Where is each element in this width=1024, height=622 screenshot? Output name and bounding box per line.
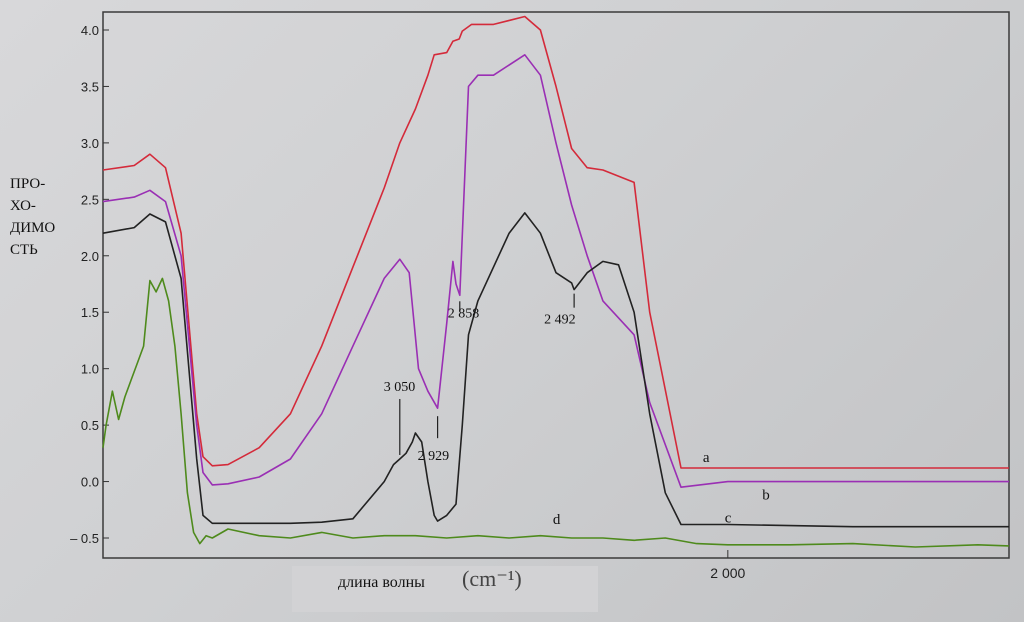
series-line-c — [102, 212, 1009, 528]
series-label-b: b — [762, 488, 770, 504]
y-axis-label-line-1: ПРО- — [10, 176, 46, 192]
y-tick-label: 1.0 — [81, 362, 99, 377]
annotation-label: 2 858 — [448, 306, 480, 321]
y-tick-label: 0.0 — [81, 475, 99, 490]
series-line-a — [102, 15, 1009, 469]
series-group — [102, 15, 1010, 548]
y-axis-label-line-2: ХО- — [10, 198, 36, 214]
y-tick-label: – 0.5 — [70, 531, 99, 546]
x-axis-unit: (cm⁻¹) — [462, 566, 522, 591]
series-line-d — [102, 277, 1010, 548]
series-label-a: a — [703, 450, 710, 466]
x-axis: 2 000 — [710, 550, 746, 581]
series-line-b — [102, 54, 1009, 488]
annotation-group: 3 050 2 929 2 858 2 492 — [384, 293, 576, 464]
series-label-c: c — [725, 511, 732, 527]
y-axis-label-line-3: ДИМО — [10, 220, 56, 236]
y-tick-label: 4.0 — [81, 23, 99, 38]
series-label-group: a b c d — [553, 450, 770, 528]
plot-frame — [102, 11, 1010, 559]
x-tick-label: 2 000 — [710, 565, 745, 581]
annotation-label: 2 492 — [544, 313, 576, 328]
y-tick-label: 2.0 — [81, 249, 99, 264]
annotation-label: 2 929 — [418, 449, 450, 464]
y-axis-label-line-4: СТЬ — [10, 242, 38, 258]
x-axis-label: длина волны — [338, 574, 425, 591]
y-axis: 4.0 3.5 3.0 2.5 2.0 1.5 1.0 0.5 0.0 – 0.5 — [70, 23, 109, 546]
annotation-label: 3 050 — [384, 380, 416, 395]
y-tick-label: 3.5 — [81, 79, 99, 94]
y-tick-label: 1.5 — [81, 305, 99, 320]
y-tick-label: 2.5 — [81, 192, 99, 207]
series-label-d: d — [553, 512, 561, 528]
y-tick-label: 3.0 — [81, 136, 99, 151]
y-tick-label: 0.5 — [81, 418, 99, 433]
x-axis-label-background — [292, 566, 598, 612]
